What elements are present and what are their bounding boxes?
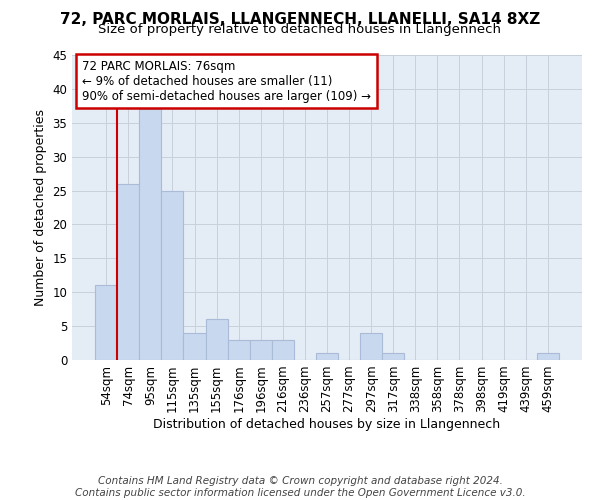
Bar: [250, 340, 272, 360]
Bar: [537, 353, 559, 360]
Bar: [206, 320, 227, 360]
Bar: [316, 353, 338, 360]
Bar: [161, 190, 184, 360]
Bar: [382, 353, 404, 360]
Text: 72 PARC MORLAIS: 76sqm
← 9% of detached houses are smaller (11)
90% of semi-deta: 72 PARC MORLAIS: 76sqm ← 9% of detached …: [82, 60, 371, 102]
Text: 72, PARC MORLAIS, LLANGENNECH, LLANELLI, SA14 8XZ: 72, PARC MORLAIS, LLANGENNECH, LLANELLI,…: [60, 12, 540, 28]
Text: Contains HM Land Registry data © Crown copyright and database right 2024.
Contai: Contains HM Land Registry data © Crown c…: [74, 476, 526, 498]
Bar: [360, 333, 382, 360]
Bar: [227, 340, 250, 360]
Bar: [139, 109, 161, 360]
X-axis label: Distribution of detached houses by size in Llangennech: Distribution of detached houses by size …: [154, 418, 500, 431]
Y-axis label: Number of detached properties: Number of detached properties: [34, 109, 47, 306]
Bar: [272, 340, 294, 360]
Bar: [117, 184, 139, 360]
Bar: [95, 286, 117, 360]
Text: Size of property relative to detached houses in Llangennech: Size of property relative to detached ho…: [98, 22, 502, 36]
Bar: [184, 333, 206, 360]
